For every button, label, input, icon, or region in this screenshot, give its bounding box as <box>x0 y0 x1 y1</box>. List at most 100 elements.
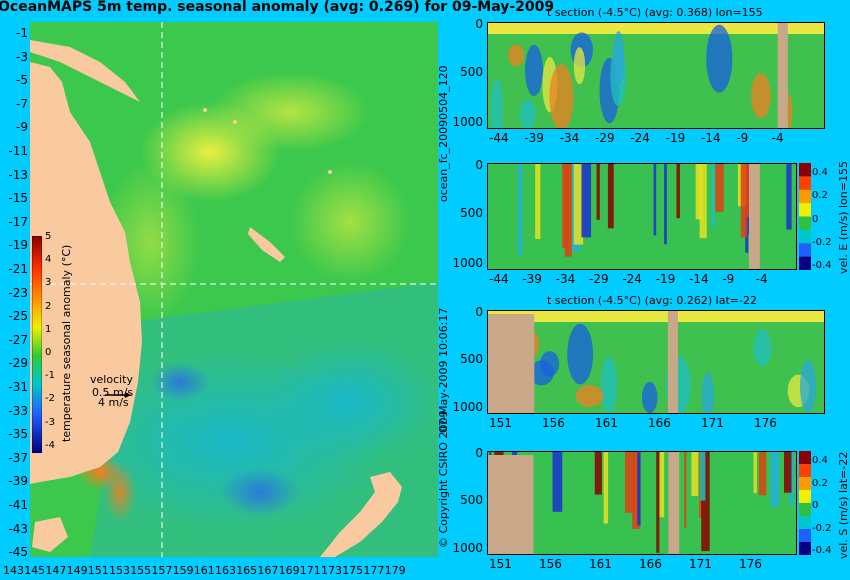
velocity-colorbar-tick: 0.2 <box>812 477 828 489</box>
map-y-tick: -7 <box>16 96 28 111</box>
map-y-tick: -33 <box>8 403 28 418</box>
colorbar-segment <box>799 203 811 218</box>
panel-velocity-stripe <box>653 163 657 236</box>
panel-velocity-stripe <box>684 451 687 528</box>
panel-y-tick: 0 <box>475 305 483 319</box>
panel-anomaly-patch <box>751 73 771 119</box>
map-y-tick: -29 <box>8 356 28 371</box>
panel-anomaly-patch <box>753 329 772 367</box>
panel-velocity-stripe <box>535 163 541 240</box>
panel-velocity-stripe <box>573 163 584 245</box>
copyright-label: © Copyright CSIRO 2009 <box>437 410 450 548</box>
map-x-tick: 161 <box>193 564 215 577</box>
panel-anomaly-patch <box>491 78 503 129</box>
map-x-tick: 153 <box>109 564 130 577</box>
map-colorbar-tick: -3 <box>45 416 55 428</box>
velocity-colorbar-tick: 0.4 <box>812 167 828 178</box>
panel-land-mask <box>668 451 680 555</box>
panel-x-tick: -19 <box>665 131 686 145</box>
run-label: ocean_fc_20090504_120 <box>437 65 450 202</box>
map-x-tick: 179 <box>384 564 406 577</box>
velocity-label: velocity <box>90 373 133 386</box>
panel-y-tick: 1000 <box>452 540 483 555</box>
map-y-tick: -13 <box>8 167 28 182</box>
map-colorbar-label: temperature seasonal anomaly (°C) <box>60 244 73 442</box>
map-colorbar-tick: 4 <box>45 254 52 266</box>
panel-velocity-stripe <box>700 451 706 501</box>
panel-land-mask <box>667 310 678 414</box>
land-new-zealand <box>320 472 402 557</box>
panel-x-tick: 156 <box>539 557 562 571</box>
panel-y-tick: 500 <box>460 206 483 221</box>
panel-x-tick: 176 <box>754 416 777 430</box>
colorbar-segment <box>799 243 811 258</box>
map-x-tick: 147 <box>45 564 67 577</box>
panel-x-tick: -24 <box>630 131 650 145</box>
panel-velocity-stripe <box>625 451 635 513</box>
colorbar-segment <box>799 229 811 245</box>
panel-land-mask <box>487 314 535 414</box>
map-y-tick: -41 <box>8 498 28 512</box>
colorbar-segment <box>799 542 811 555</box>
panel-land-mask <box>487 455 534 555</box>
map-colorbar-tick: 3 <box>45 277 52 289</box>
map-y-tick: -45 <box>8 545 28 560</box>
panel-velocity-stripe <box>552 451 563 512</box>
panel-y-tick: 0 <box>475 158 483 172</box>
panel-x-tick: -44 <box>489 131 509 145</box>
panel-x-tick: -4 <box>755 272 768 286</box>
map-y-tick: -43 <box>8 521 28 536</box>
panel-anomaly-patch <box>519 99 536 129</box>
section-panel-4 <box>487 451 797 555</box>
panel-velocity-stripe <box>603 451 609 524</box>
map-y-tick: -17 <box>8 214 28 229</box>
map-y-tick: -3 <box>16 49 28 64</box>
map-y-tick: -11 <box>8 144 28 158</box>
panel-velocity-stripe <box>637 451 641 526</box>
panel-velocity-stripe <box>607 163 614 229</box>
panel-frame <box>487 22 825 129</box>
panel-y-tick: 0 <box>475 17 483 31</box>
panel-anomaly-patch <box>641 381 658 414</box>
panel-anomaly-patch <box>612 31 625 86</box>
panel-velocity-stripe <box>656 451 660 553</box>
panel-velocity-stripe <box>699 163 707 239</box>
panel-anomaly-patch <box>800 360 817 414</box>
panel-velocity-stripe <box>758 451 767 496</box>
map-x-tick: 171 <box>299 564 321 577</box>
colorbar-segment <box>799 451 811 465</box>
panel-land-mask <box>748 163 760 270</box>
panel-x-tick: -9 <box>736 131 749 145</box>
panel-velocity-stripe <box>596 163 600 220</box>
panel-anomaly-patch <box>573 47 586 85</box>
map-x-tick: 177 <box>363 564 385 577</box>
panel-surface-layer <box>487 310 825 322</box>
panel-anomaly-patch <box>701 372 715 414</box>
panel-velocity-stripe <box>518 163 523 256</box>
map-x-tick: 165 <box>236 564 258 577</box>
map-x-tick: 155 <box>130 564 152 577</box>
panel-background <box>487 451 797 555</box>
panel-velocity-stripe <box>711 163 715 228</box>
panel-frame <box>487 163 797 270</box>
colorbar-segment <box>799 490 811 504</box>
panel-surface-layer <box>487 22 825 34</box>
panel-x-tick: -9 <box>722 272 735 286</box>
section-panel-2 <box>487 163 797 270</box>
panel-land-mask <box>777 22 788 129</box>
map-title: OceanMAPS 5m temp. seasonal anomaly (avg… <box>0 0 555 15</box>
panel-velocity-stripe <box>691 451 699 497</box>
panel-anomaly-patch <box>525 44 544 96</box>
velocity-colorbar-tick: -0.2 <box>812 522 832 534</box>
map-colorbar-tick: -1 <box>45 370 55 382</box>
section-panel-1 <box>487 22 825 129</box>
panel-y-tick: 500 <box>460 351 483 366</box>
panel-velocity-stripe <box>753 451 757 494</box>
velocity-colorbar-tick: -0.2 <box>812 236 832 248</box>
panel-x-tick: 166 <box>648 416 671 430</box>
map-y-tick: -1 <box>16 26 28 40</box>
panel-x-tick: 151 <box>489 557 512 571</box>
map-x-tick: 175 <box>342 564 364 577</box>
panel-anomaly-patch <box>567 323 594 385</box>
panel-x-tick: -4 <box>771 131 784 145</box>
